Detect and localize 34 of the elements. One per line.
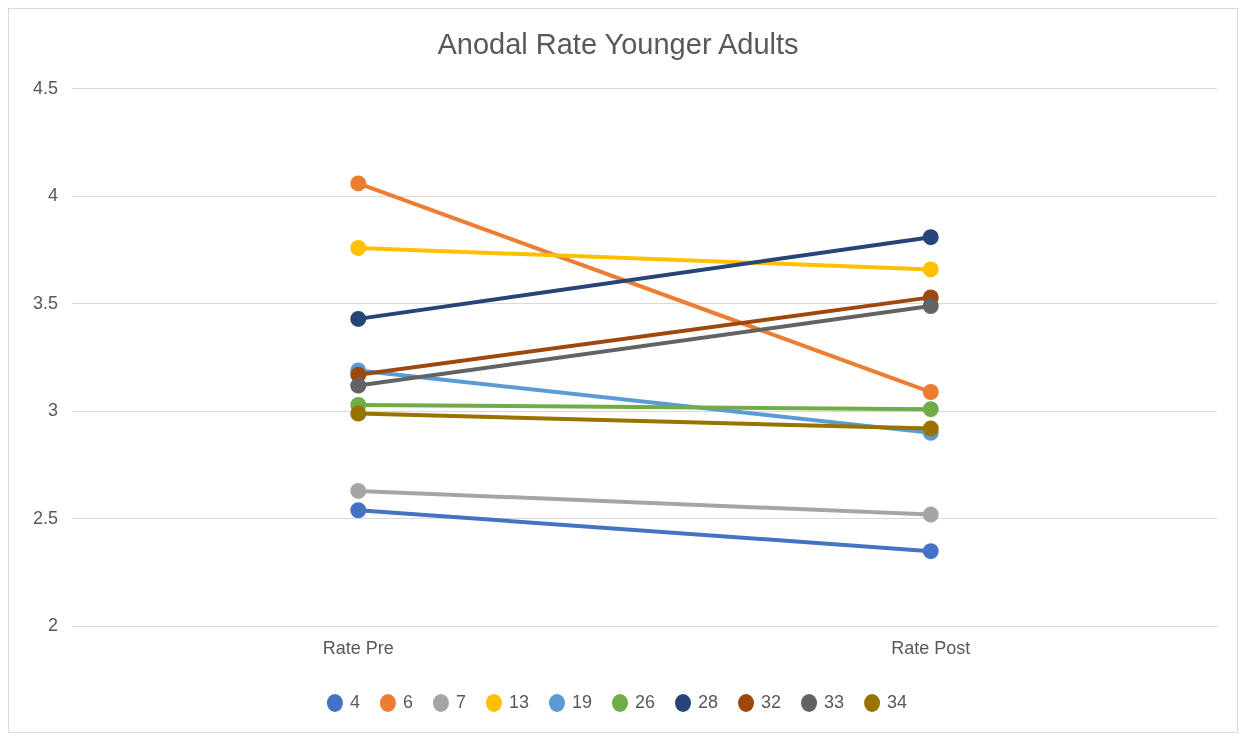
point	[922, 261, 939, 278]
y-tick-label: 4	[48, 185, 59, 206]
y-tick-label: 4.5	[32, 77, 59, 98]
point	[922, 401, 939, 418]
point	[922, 543, 939, 560]
legend-label: 19	[571, 691, 592, 712]
point	[350, 482, 367, 499]
point	[922, 297, 939, 314]
legend-label: 33	[824, 691, 845, 712]
legend-label: 6	[402, 691, 413, 712]
point	[350, 175, 367, 192]
y-tick-label: 3	[48, 400, 59, 421]
point	[350, 239, 367, 256]
point	[922, 229, 939, 246]
x-tick-label: Rate Pre	[322, 638, 394, 659]
legend-label: 28	[698, 691, 719, 712]
legend-label: 32	[761, 691, 782, 712]
y-tick-label: 2	[48, 615, 59, 636]
x-tick-label: Rate Post	[891, 638, 971, 659]
point	[350, 310, 367, 327]
point	[350, 502, 367, 519]
legend-label: 34	[887, 691, 908, 712]
y-tick-label: 3.5	[32, 292, 59, 313]
point	[350, 377, 367, 394]
chart-title: Anodal Rate Younger Adults	[437, 28, 799, 61]
legend-label: 7	[455, 691, 466, 712]
point	[922, 506, 939, 523]
legend-label: 26	[634, 691, 656, 712]
point	[922, 384, 939, 401]
point	[350, 405, 367, 422]
point	[922, 420, 939, 437]
y-tick-label: 2.5	[32, 507, 59, 528]
legend-label: 4	[349, 691, 360, 712]
legend-label: 13	[508, 691, 529, 712]
